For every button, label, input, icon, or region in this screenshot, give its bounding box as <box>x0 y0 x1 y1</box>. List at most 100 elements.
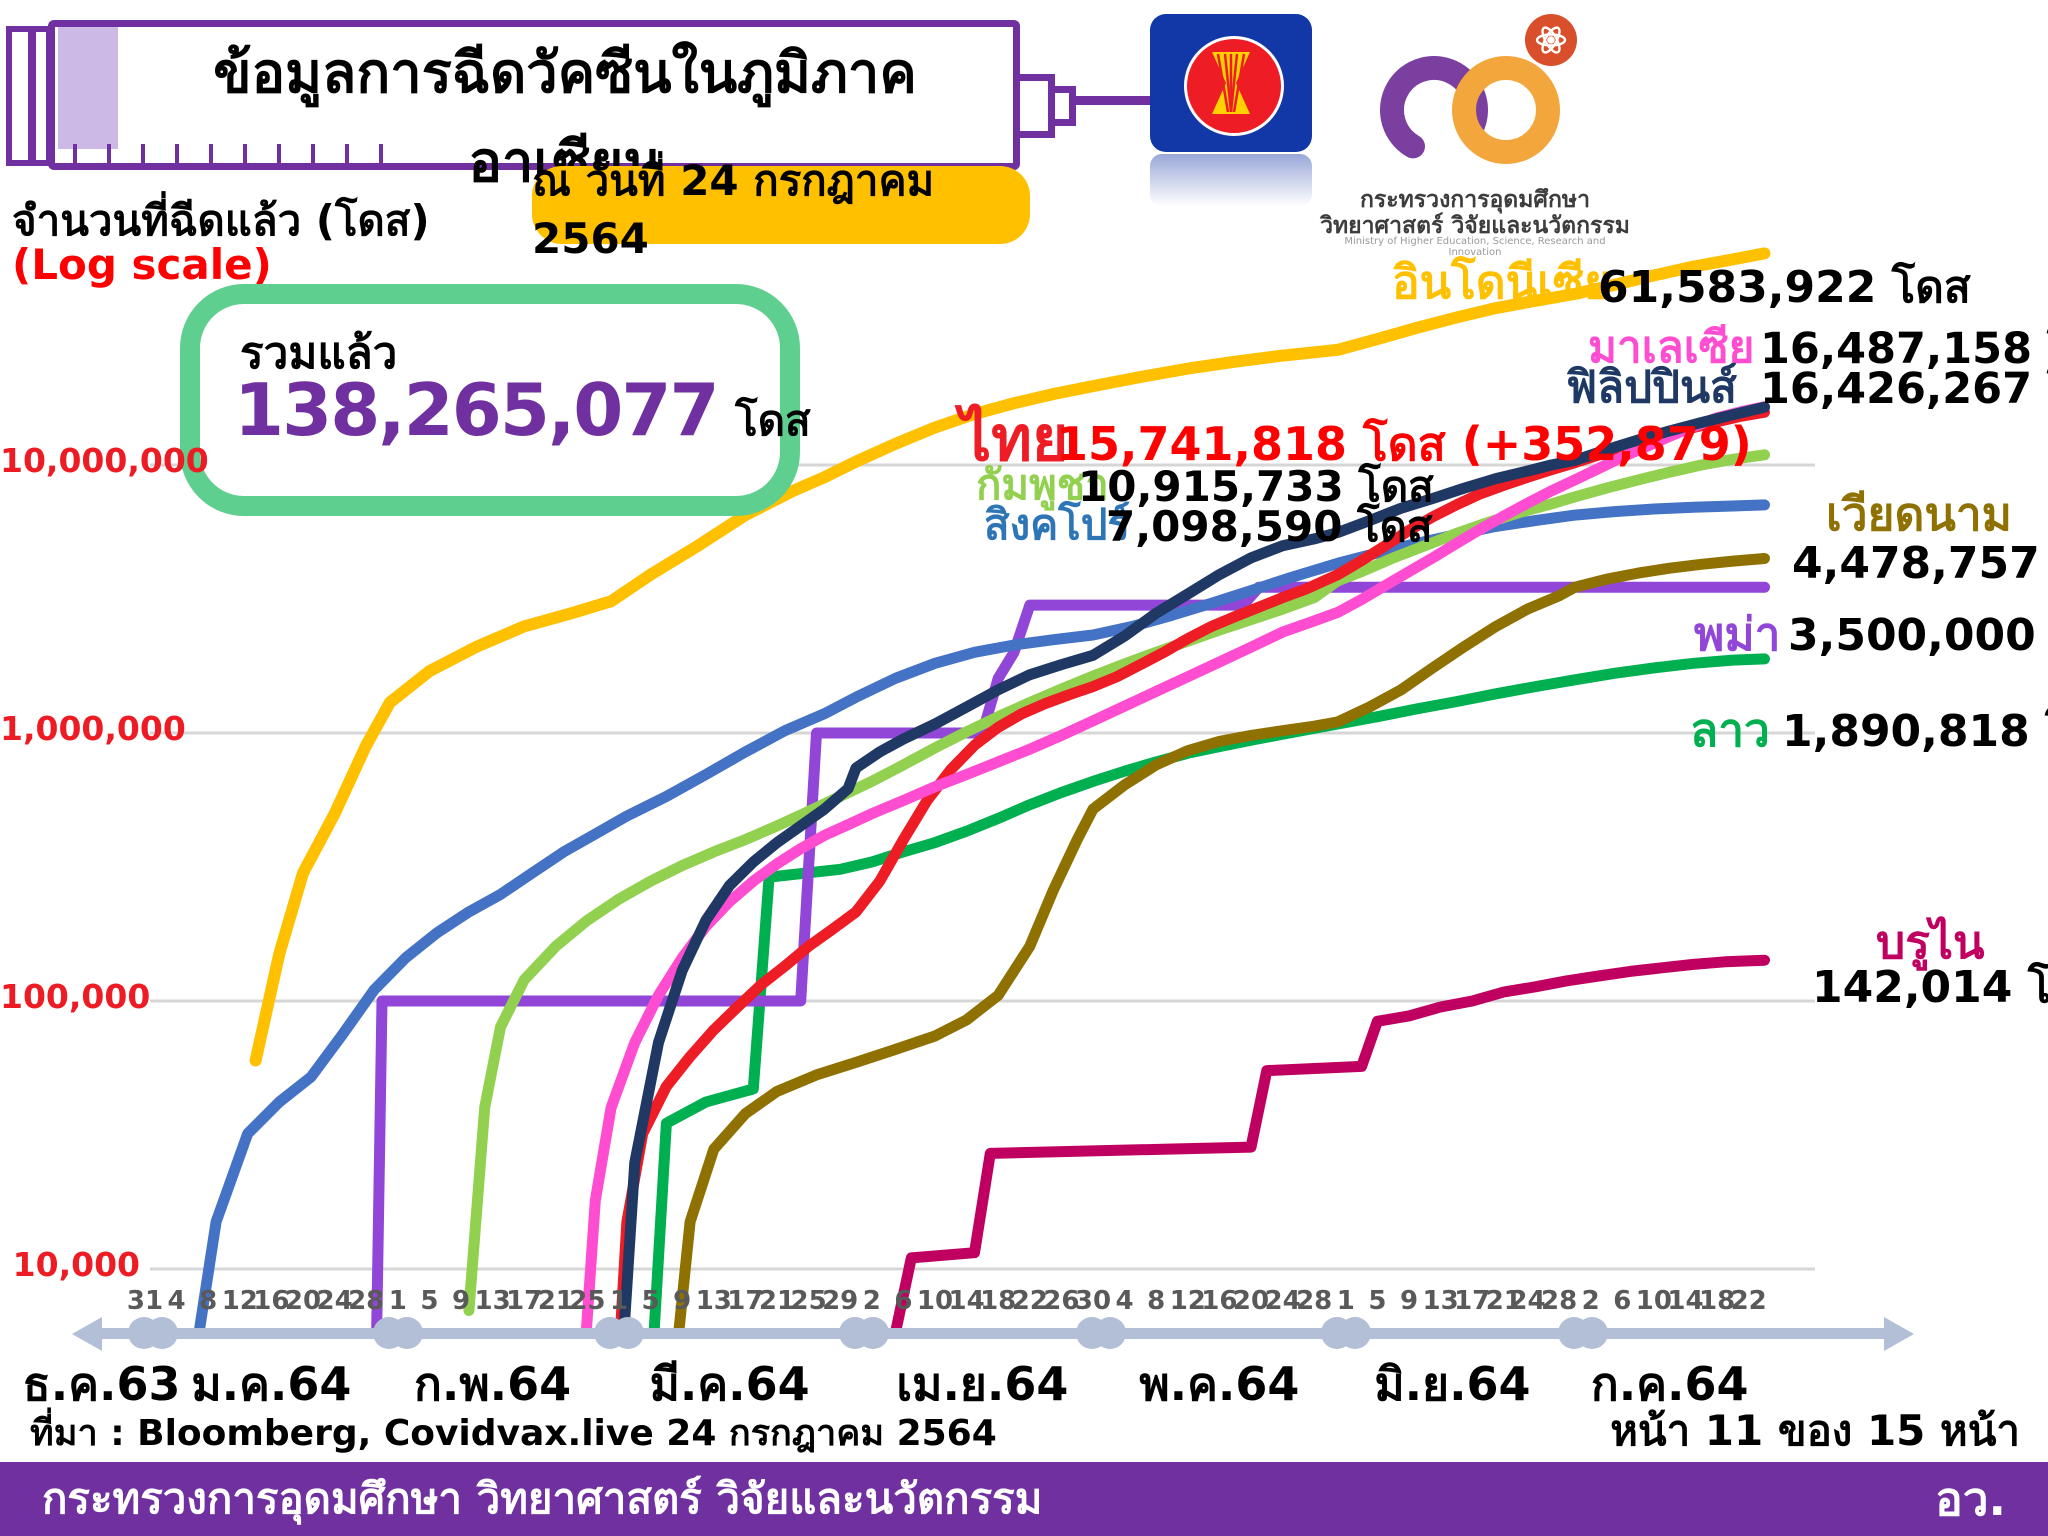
y-axis-tick-label: 100,000 <box>0 977 151 1016</box>
y-axis-tick-label: 10,000,000 <box>0 441 209 480</box>
country-label-indonesia: อินโดนีเซีย <box>1392 255 1611 309</box>
country-value-thailand: 15,741,818 โดส (+352,879) <box>1056 417 1752 471</box>
country-label-myanmar: พม่า <box>1694 607 1781 661</box>
x-axis-timeline <box>100 1328 1886 1339</box>
x-axis-tick-label: 13 <box>1422 1286 1459 1316</box>
syringe-barrel <box>48 20 1020 170</box>
x-axis-tick-label: 12 <box>1169 1286 1206 1316</box>
y-axis-title: จำนวนที่ฉีดแล้ว (โดส) <box>12 196 430 245</box>
country-label-brunei: บรูไน <box>1876 915 1985 969</box>
syringe-plunger-head <box>58 27 118 149</box>
country-value-indonesia: 61,583,922 โดส <box>1598 262 1971 313</box>
x-axis-tick-label: 9 <box>673 1286 692 1316</box>
x-axis-tick-label: 22 <box>1011 1286 1048 1316</box>
syringe-nozzle-tip <box>1048 86 1076 126</box>
total-doses-box: รวมแล้ว 138,265,077 โดส <box>180 284 811 516</box>
month-boundary-dot <box>856 1317 889 1349</box>
syringe-tick <box>107 144 111 163</box>
x-axis-tick-label: 6 <box>1613 1286 1632 1316</box>
x-axis-tick-label: 26 <box>1043 1286 1080 1316</box>
series-line-brunei <box>885 954 1770 1335</box>
y-axis-log-scale-note: (Log scale) <box>12 240 272 289</box>
syringe-nozzle <box>1013 74 1055 138</box>
x-axis-tick-label: 21 <box>758 1286 796 1316</box>
series-line-philippines <box>618 401 1770 1335</box>
country-label-philippines: ฟิลิปปินส์ <box>1566 362 1737 413</box>
y-axis-tick-label: 1,000,000 <box>0 709 186 748</box>
series-line-cambodia <box>463 449 1770 1316</box>
page-indicator: หน้า 11 ของ 15 หน้า <box>1610 1406 2020 1455</box>
x-axis-tick-label: 5 <box>1368 1286 1387 1316</box>
series-line-indonesia <box>249 247 1771 1067</box>
x-axis-month-label: มิ.ย.64 <box>1374 1357 1531 1411</box>
syringe-tick <box>277 144 281 163</box>
month-boundary-dot <box>1093 1317 1126 1349</box>
x-axis-tick-label: 9 <box>451 1286 471 1316</box>
asean-emblem-circle <box>1184 36 1284 136</box>
x-axis-month-label: ก.ค.64 <box>1590 1357 1749 1411</box>
asean-emblem-paddy-icon <box>1212 52 1250 114</box>
x-axis-tick-label: 28 <box>1296 1286 1333 1316</box>
x-axis-tick-label: 17 <box>727 1286 764 1316</box>
country-value-malaysia: 16,487,158 โดส <box>1760 324 2048 374</box>
x-axis-tick-label: 21 <box>1485 1286 1522 1316</box>
x-axis-tick-label: 20 <box>1232 1286 1270 1316</box>
x-axis-month-label: ม.ค.64 <box>191 1357 352 1411</box>
x-axis-tick-label: 29 <box>822 1286 859 1316</box>
country-value-singapore: 7,098,590 โดส <box>1106 502 1433 551</box>
x-axis-tick-label: 18 <box>980 1286 1017 1316</box>
x-axis-month-label: ก.พ.64 <box>414 1357 572 1411</box>
asean-flag <box>1150 14 1312 152</box>
x-axis-tick-label: 10 <box>916 1286 954 1316</box>
x-axis-tick-label: 25 <box>569 1286 606 1316</box>
syringe-tick <box>209 144 213 163</box>
x-axis-tick-label: 28 <box>348 1286 385 1316</box>
x-axis-tick-label: 13 <box>695 1286 732 1316</box>
syringe-needle <box>1069 96 1181 105</box>
country-label-malaysia: มาเลเซีย <box>1588 322 1755 373</box>
x-axis-tick-label: 18 <box>1699 1286 1736 1316</box>
x-axis-tick-label: 14 <box>1667 1286 1704 1316</box>
total-unit: โดส <box>735 396 811 445</box>
x-axis-tick-label: 1 <box>388 1286 407 1316</box>
source-note: ที่มา : Bloomberg, Covidvax.live 24 กรกฎ… <box>30 1413 997 1454</box>
country-value-vietnam: 4,478,757 โดส <box>1792 538 2048 589</box>
x-axis-tick-label: 25 <box>790 1286 827 1316</box>
x-axis-left-arrowhead <box>72 1317 102 1351</box>
x-axis-tick-label: 21 <box>537 1286 574 1316</box>
country-value-philippines: 16,426,267 โดส <box>1760 364 2048 414</box>
country-value-laos: 1,890,818 โดส <box>1782 706 2048 757</box>
x-axis-tick-label: 2 <box>862 1286 881 1316</box>
x-axis-tick-label: 20 <box>284 1286 322 1316</box>
country-label-laos: ลาว <box>1690 703 1770 757</box>
series-line-vietnam <box>672 553 1770 1335</box>
country-label-singapore: สิงคโปร์ <box>984 500 1131 549</box>
x-axis-tick-label: 12 <box>221 1286 258 1316</box>
x-axis-tick-label: 28 <box>1541 1286 1578 1316</box>
x-axis-tick-label: 1 <box>1336 1286 1355 1316</box>
asean-flag-reflection <box>1150 154 1312 206</box>
x-axis-tick-label: 5 <box>420 1286 439 1316</box>
x-axis-tick-label: 14 <box>948 1286 985 1316</box>
x-axis-tick-label: 10 <box>1635 1286 1672 1316</box>
month-boundary-dot <box>1338 1317 1371 1349</box>
syringe-tick <box>141 144 145 163</box>
x-axis-tick-label: 24 <box>1264 1286 1301 1316</box>
month-boundary-dot <box>390 1317 423 1349</box>
mhesi-name-english: Ministry of Higher Education, Science, R… <box>1344 236 1606 258</box>
x-axis-month-label: พ.ค.64 <box>1139 1357 1300 1411</box>
x-axis-tick-label: 5 <box>641 1286 660 1316</box>
footer-ministry-abbr: อว. <box>1935 1471 2006 1526</box>
syringe-tick <box>345 144 349 163</box>
country-label-cambodia: กัมพูชา <box>976 460 1109 509</box>
syringe-tick <box>379 144 383 163</box>
mhesi-name-line1: กระทรวงการอุดมศึกษา <box>1360 187 1590 213</box>
footer-bar: กระทรวงการอุดมศึกษา วิทยาศาสตร์ วิจัยและ… <box>0 1462 2048 1536</box>
syringe-tick <box>311 144 315 163</box>
month-boundary-dot <box>1575 1317 1608 1349</box>
x-axis-tick-label: 24 <box>316 1286 353 1316</box>
footer-ministry-name: กระทรวงการอุดมศึกษา วิทยาศาสตร์ วิจัยและ… <box>42 1474 1043 1523</box>
mhesi-name-line2: วิทยาศาสตร์ วิจัยและนวัตกรรม <box>1320 213 1630 239</box>
x-axis-tick-label: 13 <box>474 1286 511 1316</box>
